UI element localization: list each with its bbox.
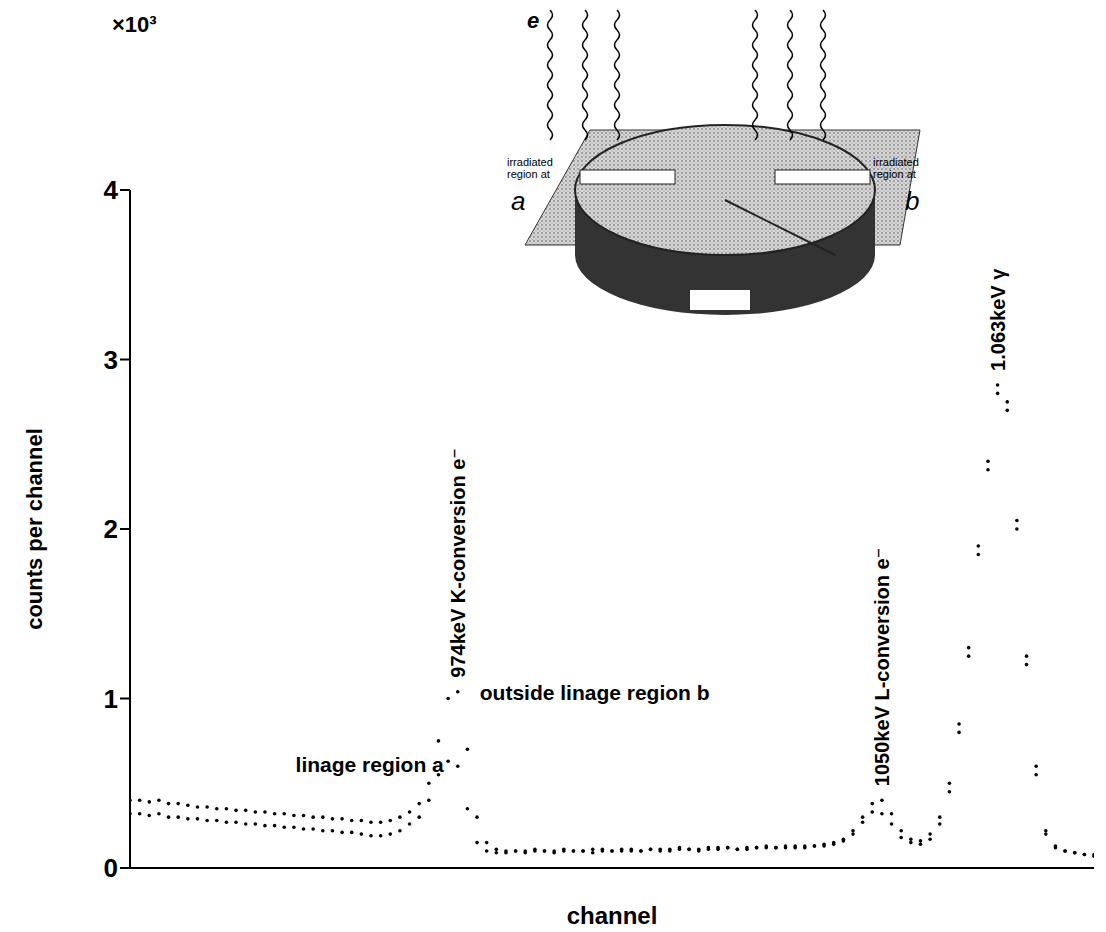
svg-text:1050keV L-conversion e⁻: 1050keV L-conversion e⁻ [871, 548, 893, 786]
svg-text:1: 1 [104, 684, 118, 714]
svg-text:2: 2 [104, 514, 118, 544]
svg-text:outside linage region b: outside linage region b [480, 681, 710, 704]
svg-text:linage region a: linage region a [296, 753, 445, 776]
svg-text:0: 0 [104, 853, 118, 883]
svg-text:4: 4 [104, 175, 119, 205]
svg-text:974keV K-conversion e⁻: 974keV K-conversion e⁻ [447, 448, 469, 678]
svg-text:region at: region at [507, 168, 550, 180]
svg-text:b: b [905, 186, 919, 216]
svg-text:irradiated: irradiated [873, 156, 919, 168]
html-text:×10³: ×10³ [112, 12, 157, 37]
svg-text:e: e [527, 8, 539, 33]
svg-text:irradiated: irradiated [507, 156, 553, 168]
svg-text:counts per channel: counts per channel [22, 428, 47, 630]
svg-text:channel: channel [567, 902, 658, 929]
svg-text:region at: region at [873, 168, 916, 180]
svg-text:1.063keV γ: 1.063keV γ [987, 268, 1009, 371]
svg-text:3: 3 [104, 345, 118, 375]
svg-text:a: a [511, 186, 525, 216]
